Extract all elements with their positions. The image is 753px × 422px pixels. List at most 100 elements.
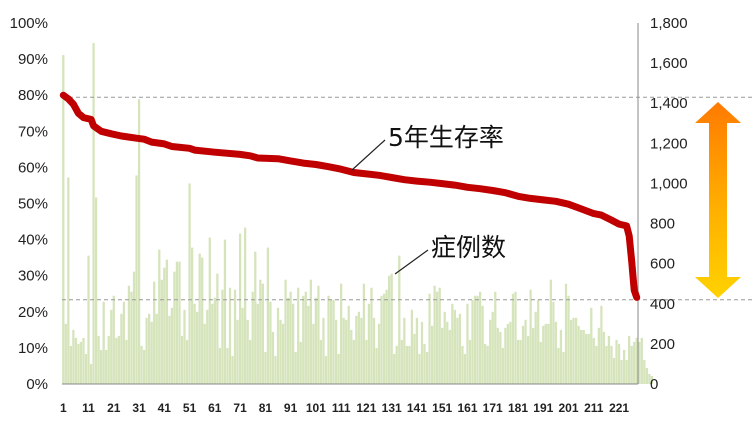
- case-count-bar: [256, 303, 259, 384]
- case-count-bar: [529, 289, 532, 384]
- case-count-bar: [640, 337, 643, 384]
- case-count-bar: [645, 367, 648, 384]
- case-count-bar: [635, 337, 638, 384]
- case-count-bar: [188, 183, 191, 384]
- case-count-bar: [564, 283, 568, 384]
- case-count-bar: [203, 323, 206, 384]
- case-count-bar: [476, 295, 479, 384]
- case-count-bar: [334, 319, 338, 384]
- case-count-bar: [360, 317, 363, 384]
- case-count-bar: [496, 327, 499, 384]
- case-count-bar: [145, 317, 148, 384]
- annotations: 5年生存率 症例数: [351, 123, 506, 275]
- case-count-bar: [514, 291, 517, 384]
- case-count-bar: [299, 341, 302, 384]
- case-count-bar: [617, 343, 621, 384]
- case-count-bar: [559, 329, 563, 384]
- case-count-bar: [574, 317, 578, 384]
- case-count-bar: [592, 337, 595, 384]
- x-axis-tick-label: 41: [158, 401, 172, 415]
- x-axis-tick-label: 161: [457, 401, 477, 415]
- case-count-bar: [271, 331, 275, 384]
- case-count-bar: [185, 339, 189, 384]
- x-axis-tick-label: 171: [483, 401, 503, 415]
- case-count-bar: [286, 297, 290, 384]
- left-axis-tick-label: 90%: [18, 51, 48, 68]
- case-count-bar: [549, 279, 552, 384]
- case-count-bar: [410, 309, 414, 384]
- case-count-bar: [266, 247, 270, 384]
- case-count-bar: [228, 287, 232, 384]
- left-axis-tick-label: 0%: [26, 376, 48, 393]
- case-count-bar: [587, 333, 590, 384]
- right-axis-tick-label: 200: [650, 336, 675, 353]
- case-count-bar: [630, 345, 633, 384]
- case-count-bar: [218, 347, 222, 384]
- case-count-bar: [398, 255, 401, 384]
- case-count-bar: [370, 287, 373, 384]
- survival-rate-line: [59, 91, 641, 301]
- case-count-bar: [62, 55, 65, 385]
- left-axis-tick-label: 40%: [18, 232, 48, 249]
- case-count-bar: [357, 311, 360, 384]
- case-count-bar: [372, 317, 376, 384]
- left-axis-tick-label: 60%: [18, 159, 48, 176]
- case-count-bar: [231, 355, 234, 384]
- case-count-bar: [276, 307, 280, 384]
- case-count-bar: [163, 267, 166, 384]
- case-count-bar: [77, 343, 80, 384]
- case-count-bar: [425, 351, 429, 384]
- case-count-bar: [539, 341, 542, 384]
- case-count-bar: [516, 339, 520, 384]
- case-count-bar: [385, 289, 388, 384]
- left-axis-tick-label: 30%: [18, 268, 48, 285]
- case-count-bar: [615, 339, 618, 384]
- right-axis-tick-label: 600: [650, 256, 675, 273]
- case-count-bar: [597, 327, 600, 384]
- case-count-bar: [342, 317, 345, 384]
- left-axis-tick-label: 10%: [18, 340, 48, 357]
- case-count-bar: [337, 353, 340, 384]
- case-count-bar: [193, 303, 196, 384]
- survival-rate-line-layer: [59, 91, 641, 301]
- case-count-bar: [302, 295, 305, 384]
- x-axis-tick-label: 221: [609, 401, 629, 415]
- case-count-bar: [347, 305, 350, 384]
- case-count-bar: [451, 303, 454, 384]
- case-count-bar: [446, 321, 449, 384]
- case-count-bar: [395, 345, 398, 384]
- case-count-bar: [72, 329, 75, 384]
- case-count-bar: [294, 351, 297, 384]
- case-count-bar: [380, 295, 383, 384]
- case-count-bar: [473, 295, 477, 384]
- case-count-bar: [362, 283, 366, 384]
- case-count-bar: [327, 295, 330, 384]
- case-count-bar: [458, 313, 462, 384]
- case-count-bar: [89, 363, 93, 384]
- case-count-bar: [87, 255, 90, 384]
- case-count-bar: [183, 309, 186, 384]
- case-count-bar: [420, 321, 424, 384]
- case-count-bar: [562, 351, 565, 384]
- case-count-bar: [244, 227, 247, 384]
- case-count-bar: [105, 349, 108, 384]
- case-count-bar: [84, 353, 88, 384]
- case-count-bar: [484, 343, 487, 384]
- case-count-bar: [388, 275, 391, 384]
- case-count-bar: [607, 335, 611, 384]
- case-count-bar: [107, 335, 110, 384]
- case-count-bar: [112, 295, 115, 384]
- case-count-bar: [173, 271, 176, 384]
- case-count-bar: [441, 327, 444, 384]
- case-count-bar: [153, 281, 156, 384]
- case-count-bar: [158, 249, 161, 384]
- x-axis-tick-label: 51: [183, 401, 197, 415]
- case-count-bar: [122, 301, 126, 384]
- case-count-bar: [633, 341, 636, 384]
- case-count-bar: [471, 299, 474, 384]
- case-count-bar: [382, 293, 386, 384]
- case-count-bar: [648, 373, 651, 384]
- case-count-bar: [352, 339, 355, 384]
- case-count-bar: [436, 291, 439, 384]
- case-count-bar: [506, 323, 510, 384]
